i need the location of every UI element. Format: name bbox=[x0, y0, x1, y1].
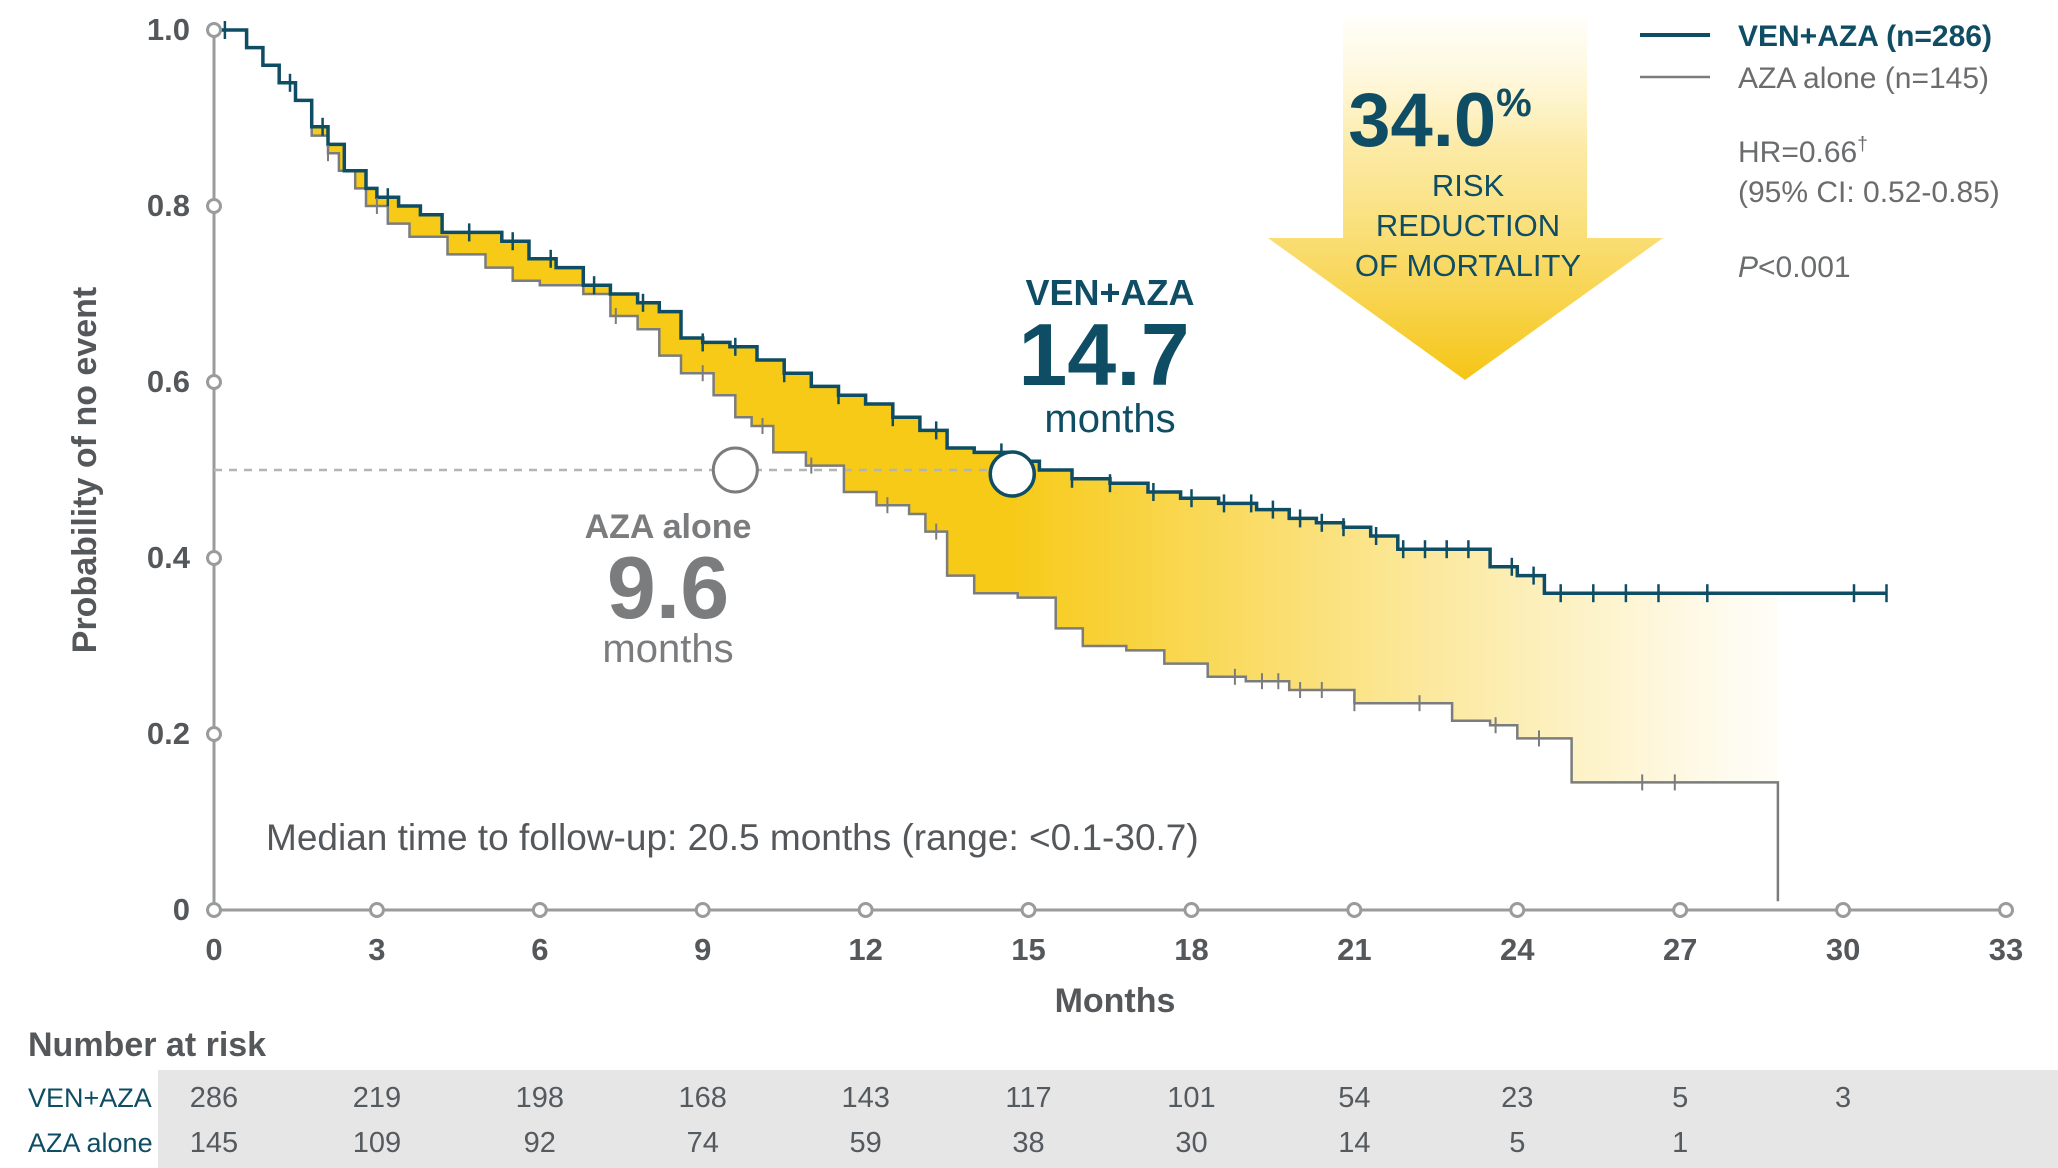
x-tick-label: 9 bbox=[694, 932, 711, 967]
ven-median-marker bbox=[988, 450, 1037, 498]
confidence-interval: (95% CI: 0.52-0.85) bbox=[1738, 176, 2000, 209]
x-tick-marker bbox=[857, 902, 874, 918]
ven-median-unit: months bbox=[1044, 397, 1175, 441]
x-tick-marker bbox=[1509, 902, 1526, 918]
risk-reduction-arrow bbox=[1268, 18, 1663, 380]
x-tick-label: 24 bbox=[1500, 932, 1535, 967]
p-value: P<0.001 bbox=[1738, 251, 1851, 284]
risk-row-aza-label: AZA alone bbox=[28, 1128, 153, 1158]
x-tick-label: 33 bbox=[1989, 932, 2023, 967]
y-tick-label: 1.0 bbox=[147, 12, 190, 47]
x-tick-label: 30 bbox=[1826, 932, 1860, 967]
aza-median-value: 9.6 bbox=[607, 538, 729, 637]
y-tick-label: 0.6 bbox=[147, 364, 190, 399]
risk-table-background bbox=[158, 1070, 2058, 1168]
y-tick-label: 0 bbox=[173, 892, 190, 927]
ven-aza-at-risk-value: 198 bbox=[516, 1082, 564, 1114]
y-tick-marker bbox=[206, 374, 222, 390]
y-tick-marker bbox=[206, 550, 222, 566]
y-axis-title: Probability of no event bbox=[66, 287, 104, 653]
x-tick-marker bbox=[1672, 902, 1689, 918]
x-axis-ticks: 0 3 6 9 12 15 18 21 24 27 30 33 bbox=[205, 902, 2023, 967]
aza-alone-at-risk-value: 92 bbox=[524, 1127, 556, 1159]
y-tick-label: 0.8 bbox=[147, 188, 190, 223]
x-tick-marker bbox=[206, 902, 222, 918]
aza-alone-at-risk-value: 59 bbox=[850, 1127, 882, 1159]
x-tick-marker bbox=[368, 902, 385, 918]
aza-alone-at-risk-value: 14 bbox=[1338, 1127, 1370, 1159]
risk-reduction-line-1: RISK bbox=[1432, 168, 1505, 203]
survival-difference-band bbox=[214, 30, 1778, 783]
ven-aza-at-risk-value: 23 bbox=[1501, 1082, 1533, 1114]
y-tick-label: 0.2 bbox=[147, 716, 190, 751]
aza-alone-at-risk-value: 5 bbox=[1509, 1127, 1525, 1159]
aza-alone-at-risk-value: 38 bbox=[1012, 1127, 1044, 1159]
ven-aza-at-risk-value: 3 bbox=[1835, 1082, 1851, 1114]
ven-aza-at-risk-value: 101 bbox=[1167, 1082, 1215, 1114]
follow-up-note: Median time to follow-up: 20.5 months (r… bbox=[266, 817, 1199, 858]
aza-alone-at-risk-value: 1 bbox=[1672, 1127, 1688, 1159]
x-axis-title: Months bbox=[1055, 982, 1176, 1020]
ven-median-value: 14.7 bbox=[1018, 305, 1189, 404]
x-tick-label: 15 bbox=[1011, 932, 1045, 967]
x-tick-marker bbox=[1183, 902, 1200, 918]
y-tick-marker bbox=[206, 22, 222, 38]
ven-aza-at-risk-value: 5 bbox=[1672, 1082, 1688, 1114]
x-tick-label: 21 bbox=[1337, 932, 1371, 967]
x-tick-marker bbox=[531, 902, 548, 918]
ven-aza-at-risk-value: 54 bbox=[1338, 1082, 1370, 1114]
x-tick-marker bbox=[1346, 902, 1363, 918]
risk-row-ven-label: VEN+AZA bbox=[28, 1083, 152, 1113]
aza-alone-at-risk-value: 74 bbox=[687, 1127, 719, 1159]
x-tick-marker bbox=[1998, 902, 2014, 918]
x-tick-label: 3 bbox=[368, 932, 385, 967]
aza-alone-at-risk-value: 109 bbox=[353, 1127, 401, 1159]
aza-alone-censor-marks bbox=[327, 145, 1676, 791]
legend-aza-label: AZA alone (n=145) bbox=[1738, 62, 1989, 95]
aza-median-marker bbox=[711, 446, 759, 494]
x-tick-label: 27 bbox=[1663, 932, 1697, 967]
x-tick-marker bbox=[1020, 902, 1037, 918]
ven-aza-at-risk-value: 219 bbox=[353, 1082, 401, 1114]
y-axis-ticks: 0 0.2 0.4 0.6 0.8 1.0 bbox=[147, 12, 222, 927]
x-tick-marker bbox=[694, 902, 711, 918]
ven-aza-censor-marks bbox=[223, 21, 1888, 603]
aza-median-label: AZA alone bbox=[585, 508, 752, 546]
legend: VEN+AZA (n=286) AZA alone (n=145) HR=0.6… bbox=[1640, 20, 2000, 284]
y-tick-label: 0.4 bbox=[147, 540, 191, 575]
aza-alone-at-risk-value: 30 bbox=[1175, 1127, 1207, 1159]
aza-alone-at-risk-value: 145 bbox=[190, 1127, 238, 1159]
x-tick-label: 6 bbox=[531, 932, 548, 967]
risk-reduction-value: 34.0% bbox=[1348, 78, 1532, 163]
ven-aza-at-risk-value: 286 bbox=[190, 1082, 238, 1114]
ven-aza-at-risk-value: 117 bbox=[1005, 1082, 1051, 1114]
ven-aza-at-risk-value: 143 bbox=[841, 1082, 889, 1114]
ven-aza-at-risk-value: 168 bbox=[679, 1082, 727, 1114]
hazard-ratio: HR=0.66† bbox=[1738, 134, 1868, 169]
x-tick-marker bbox=[1835, 902, 1852, 918]
risk-reduction-line-2: REDUCTION bbox=[1376, 208, 1560, 243]
risk-reduction-line-3: OF MORTALITY bbox=[1355, 248, 1581, 283]
y-tick-marker bbox=[206, 198, 222, 214]
x-tick-label: 12 bbox=[848, 932, 882, 967]
x-tick-label: 18 bbox=[1174, 932, 1208, 967]
ven-median-label: VEN+AZA bbox=[1025, 272, 1194, 313]
y-tick-marker bbox=[206, 726, 222, 742]
legend-ven-label: VEN+AZA (n=286) bbox=[1738, 20, 1992, 53]
aza-median-unit: months bbox=[602, 627, 733, 671]
risk-table-title: Number at risk bbox=[28, 1026, 266, 1064]
x-tick-label: 0 bbox=[205, 932, 222, 967]
